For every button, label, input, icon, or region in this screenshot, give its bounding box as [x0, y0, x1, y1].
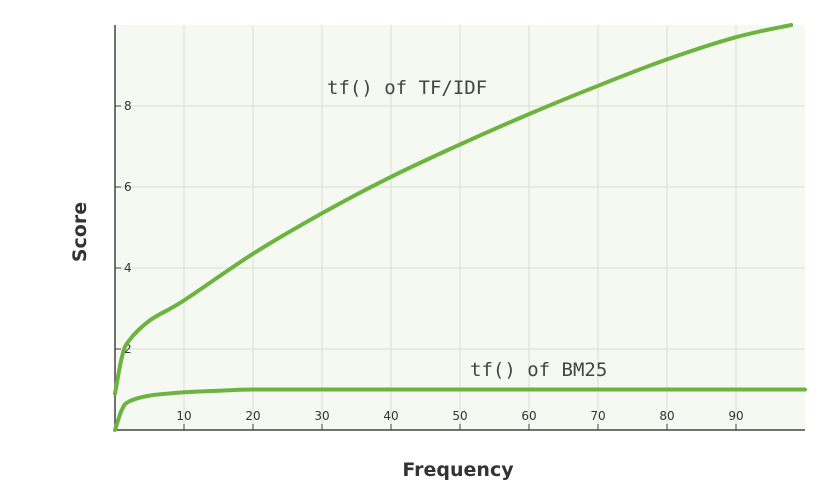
- x-tick-label: 60: [521, 409, 536, 423]
- x-tick-label: 10: [176, 409, 191, 423]
- series-line-tfidf: [113, 23, 794, 396]
- x-tick-label: 70: [590, 409, 605, 423]
- x-tick-label: 30: [314, 409, 329, 423]
- annotation-bm25: tf() of BM25: [470, 359, 607, 381]
- grid-lines: [115, 25, 805, 430]
- y-tick-label: 8: [124, 99, 132, 113]
- x-tick-label: 50: [452, 409, 467, 423]
- series-lines: [113, 23, 807, 432]
- x-tick-label: 80: [659, 409, 674, 423]
- y-axis-title: Score: [69, 202, 91, 262]
- y-tick-label: 2: [124, 342, 132, 356]
- annotation-tfidf: tf() of TF/IDF: [327, 77, 487, 99]
- axis-ticks: 10 20 30 40 50 60 70 80 90 2 4 6 8: [115, 99, 744, 430]
- y-tick-label: 4: [124, 261, 132, 275]
- series-line-bm25: [113, 387, 807, 432]
- x-axis-title: Frequency: [402, 459, 514, 481]
- x-tick-label: 90: [728, 409, 743, 423]
- x-tick-label: 40: [383, 409, 398, 423]
- x-tick-label: 20: [245, 409, 260, 423]
- y-tick-label: 6: [124, 180, 132, 194]
